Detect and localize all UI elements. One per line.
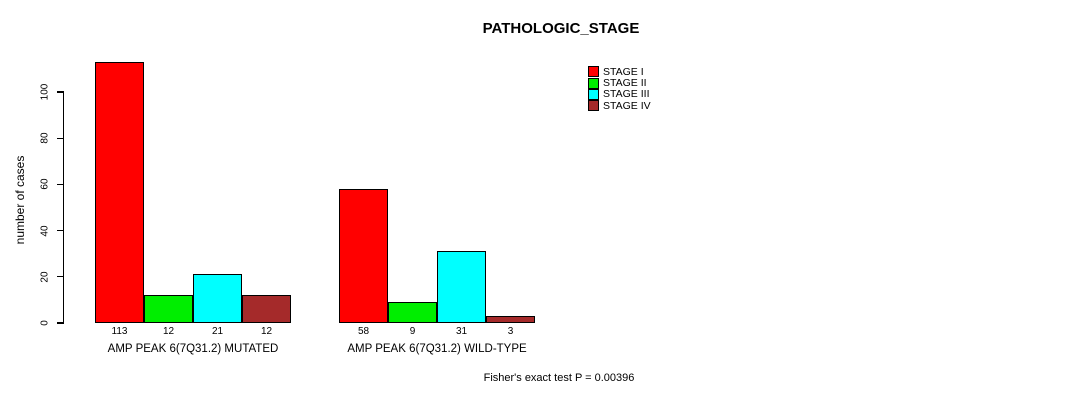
legend-item-label: STAGE III xyxy=(603,88,650,101)
y-axis-tick-label: 80 xyxy=(39,132,51,144)
legend-item-label: STAGE IV xyxy=(603,99,651,112)
stat-test-caption: Fisher's exact test P = 0.00396 xyxy=(483,372,635,384)
y-axis-tick-label: 60 xyxy=(39,178,51,190)
bar xyxy=(339,189,388,323)
bar-value-label: 58 xyxy=(357,326,370,337)
bar-value-label: 12 xyxy=(260,326,273,337)
legend-swatch xyxy=(588,88,599,100)
bar xyxy=(388,302,437,323)
bar-value-label: 31 xyxy=(455,326,468,337)
bar-value-label: 21 xyxy=(211,326,224,337)
legend-item: STAGE IV xyxy=(588,99,651,112)
x-category-label: AMP PEAK 6(7Q31.2) WILD-TYPE xyxy=(347,343,527,355)
bar-value-label: 113 xyxy=(111,326,128,337)
y-axis-tick xyxy=(57,91,64,93)
legend-swatch xyxy=(588,66,599,78)
bar-value-label: 12 xyxy=(162,326,175,337)
legend-item: STAGE III xyxy=(588,88,651,101)
y-axis-tick xyxy=(57,229,64,232)
bar xyxy=(437,251,486,323)
legend-item-label: STAGE I xyxy=(603,65,644,78)
y-axis-tick-label: 0 xyxy=(39,320,51,326)
bar xyxy=(95,61,144,323)
bar-value-label: 3 xyxy=(507,326,514,337)
bar xyxy=(486,316,535,323)
y-axis-tick-label: 40 xyxy=(39,225,51,237)
bar xyxy=(144,295,193,323)
y-axis-tick xyxy=(57,137,64,139)
bar xyxy=(242,295,291,323)
bar xyxy=(193,274,242,323)
y-axis-tick xyxy=(57,276,64,278)
legend-swatch xyxy=(588,77,599,89)
y-axis-tick-label: 100 xyxy=(39,83,51,101)
bar-value-label: 9 xyxy=(409,326,416,337)
legend-item: STAGE I xyxy=(588,65,651,78)
legend-item: STAGE II xyxy=(588,77,651,90)
legend-item-label: STAGE II xyxy=(603,77,647,90)
y-axis-title: number of cases xyxy=(13,155,27,245)
chart-title: PATHOLOGIC_STAGE xyxy=(482,20,640,37)
legend-swatch xyxy=(588,100,599,112)
y-axis-tick xyxy=(57,183,64,186)
y-axis-tick-label: 20 xyxy=(39,271,51,283)
legend: STAGE I STAGE II STAGE III STAGE IV xyxy=(588,66,651,112)
x-category-label: AMP PEAK 6(7Q31.2) MUTATED xyxy=(107,343,279,355)
y-axis-line xyxy=(63,92,65,324)
y-axis-tick xyxy=(57,322,64,324)
